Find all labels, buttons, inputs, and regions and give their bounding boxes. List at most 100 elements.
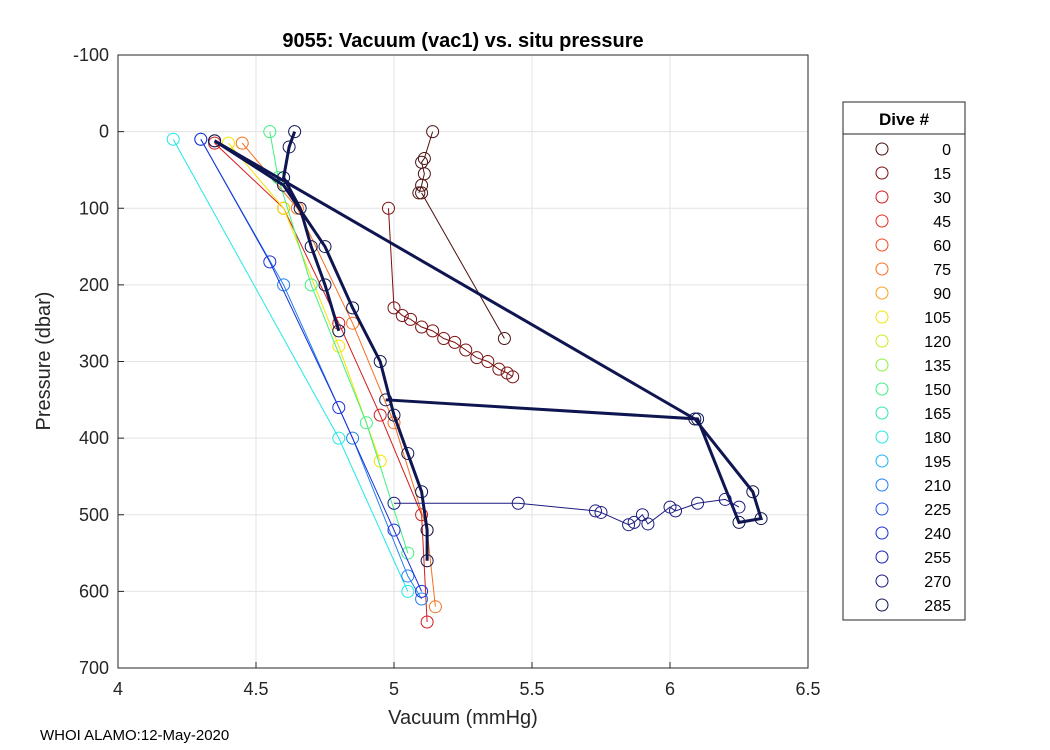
data-point bbox=[332, 324, 346, 338]
data-point bbox=[318, 240, 332, 254]
y-tick-label: 100 bbox=[79, 198, 109, 218]
legend-label: 195 bbox=[924, 454, 951, 471]
legend-marker bbox=[875, 478, 889, 492]
legend-entry: 195 bbox=[875, 454, 951, 471]
series-line bbox=[213, 139, 764, 525]
data-point bbox=[420, 615, 434, 629]
legend-entry: 135 bbox=[875, 358, 951, 375]
legend-box bbox=[842, 101, 966, 621]
legend-marker bbox=[875, 598, 889, 612]
data-point bbox=[208, 134, 222, 148]
legend-title: Dive # bbox=[879, 110, 930, 129]
legend-marker bbox=[875, 286, 889, 300]
data-point bbox=[588, 504, 602, 518]
data-point bbox=[732, 500, 746, 514]
legend-marker bbox=[875, 262, 889, 276]
legend-label: 165 bbox=[924, 406, 951, 423]
series-285c bbox=[208, 134, 768, 529]
data-point bbox=[506, 370, 520, 384]
y-tick-label: 600 bbox=[79, 581, 109, 601]
legend-label: 60 bbox=[933, 238, 951, 255]
series-line bbox=[200, 139, 423, 592]
legend-marker bbox=[875, 406, 889, 420]
data-point bbox=[401, 584, 415, 598]
data-point bbox=[417, 151, 431, 165]
data-point bbox=[304, 240, 318, 254]
x-axis-label: Vacuum (mmHg) bbox=[388, 707, 538, 729]
data-point bbox=[622, 518, 636, 532]
data-point bbox=[415, 508, 429, 522]
legend-label: 75 bbox=[933, 262, 951, 279]
data-point bbox=[448, 335, 462, 349]
data-point bbox=[754, 512, 768, 526]
data-point bbox=[346, 301, 360, 315]
data-point bbox=[401, 546, 415, 560]
data-point bbox=[401, 569, 415, 583]
legend-marker bbox=[875, 382, 889, 396]
legend-marker bbox=[875, 190, 889, 204]
legend-entry: 255 bbox=[875, 550, 951, 567]
data-point bbox=[332, 339, 346, 353]
series-15 bbox=[381, 201, 520, 384]
data-point bbox=[235, 136, 249, 150]
data-point bbox=[492, 362, 506, 376]
data-point bbox=[359, 416, 373, 430]
x-tick-label: 6.5 bbox=[795, 679, 820, 699]
legend-marker bbox=[875, 142, 889, 156]
data-point bbox=[381, 201, 395, 215]
series-line bbox=[172, 139, 409, 592]
legend-label: 270 bbox=[924, 574, 951, 591]
data-point bbox=[669, 504, 683, 518]
data-point bbox=[415, 584, 429, 598]
x-tick-label: 4.5 bbox=[243, 679, 268, 699]
series-285b bbox=[277, 125, 346, 338]
legend-entry: 30 bbox=[875, 190, 951, 207]
legend-marker bbox=[875, 550, 889, 564]
series-240 bbox=[194, 132, 429, 598]
data-point bbox=[379, 393, 393, 407]
x-tick-label: 4 bbox=[113, 679, 123, 699]
y-tick-label: 0 bbox=[99, 122, 109, 142]
data-point bbox=[412, 186, 426, 200]
legend-entry: 150 bbox=[875, 382, 951, 399]
chart-title: 9055: Vacuum (vac1) vs. situ pressure bbox=[282, 30, 643, 52]
legend-marker bbox=[875, 214, 889, 228]
data-point bbox=[387, 301, 401, 315]
data-point bbox=[373, 355, 387, 368]
data-point bbox=[404, 312, 418, 326]
data-point bbox=[346, 431, 360, 445]
data-point bbox=[387, 496, 401, 510]
data-point bbox=[420, 523, 434, 537]
data-point bbox=[641, 517, 655, 531]
data-point bbox=[304, 278, 318, 292]
legend-entry: 105 bbox=[875, 310, 951, 327]
y-tick-label: -100 bbox=[73, 45, 109, 65]
data-point bbox=[166, 132, 180, 146]
legend-entry: 270 bbox=[875, 574, 951, 591]
legend-label: 45 bbox=[933, 214, 951, 231]
series-line bbox=[421, 192, 505, 339]
legend-label: 90 bbox=[933, 286, 951, 303]
data-point bbox=[688, 412, 702, 426]
data-point bbox=[459, 343, 473, 357]
data-point bbox=[426, 125, 440, 139]
series-line bbox=[213, 139, 429, 561]
legend-label: 120 bbox=[924, 334, 951, 351]
y-tick-label: 400 bbox=[79, 428, 109, 448]
x-tick-label: 6 bbox=[665, 679, 675, 699]
legend: Dive # 0 15 30 45 60 75 90 105 120 135 150 165 180 19… bbox=[842, 101, 966, 621]
data-point bbox=[481, 355, 495, 368]
footer-label: WHOI ALAMO:12-May-2020 bbox=[40, 727, 230, 744]
data-point bbox=[387, 408, 401, 422]
legend-label: 135 bbox=[924, 358, 951, 375]
data-point bbox=[415, 592, 429, 606]
data-point bbox=[318, 278, 332, 292]
legend-marker bbox=[875, 238, 889, 252]
legend-label: 180 bbox=[924, 430, 951, 447]
y-tick-label: 500 bbox=[79, 505, 109, 525]
legend-marker bbox=[875, 358, 889, 372]
data-point bbox=[194, 132, 208, 146]
data-point bbox=[594, 505, 608, 519]
series-line bbox=[269, 131, 409, 554]
legend-marker bbox=[875, 334, 889, 348]
